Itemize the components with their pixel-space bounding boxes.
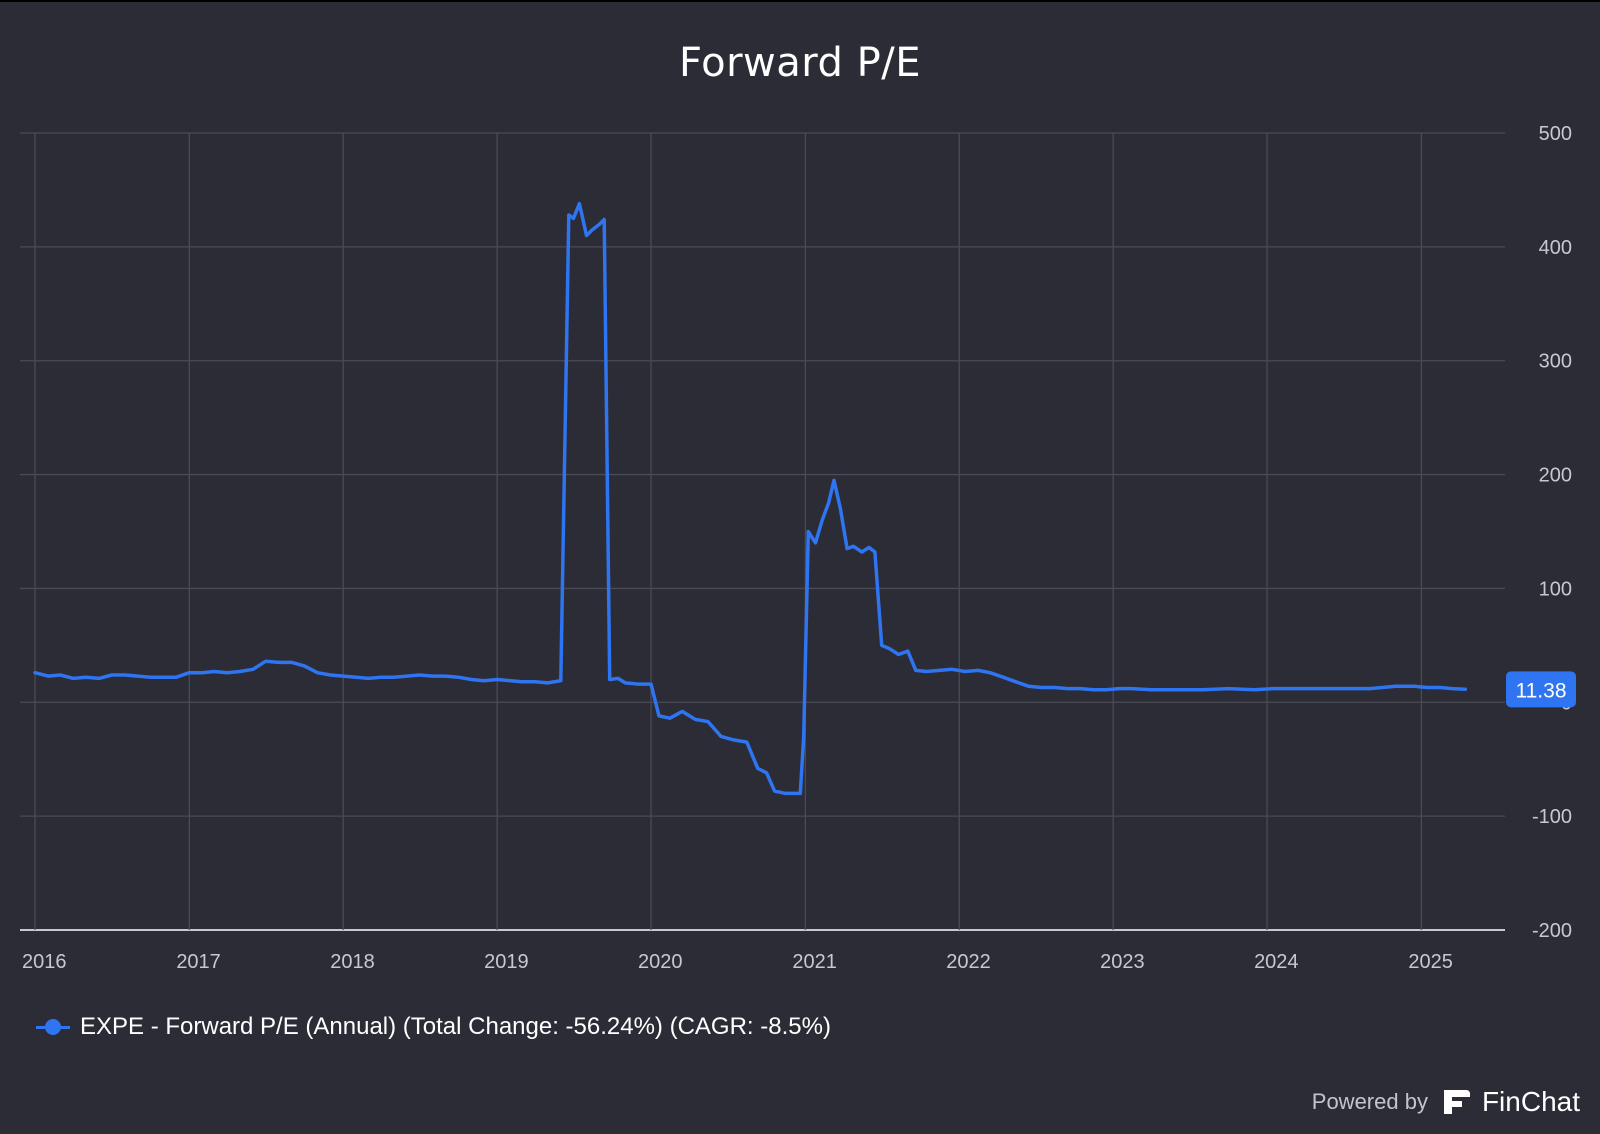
x-tick-label-8: 2024 [1254,951,1299,973]
chart-title: Forward P/E [679,40,921,86]
chart-plot: 2016 2017 2018 2019 2020 2021 2022 2023 2024 2025… [20,123,1576,973]
powered-by-badge[interactable]: Powered by FinChat [1312,1082,1580,1122]
x-axis-ticks: 2016 2017 2018 2019 2020 2021 2022 2023 2024 2025 [22,951,1453,973]
last-value-label-layer: 11.38 [1506,671,1576,708]
top-border [0,0,1600,2]
finchat-logo-icon [1443,1090,1470,1114]
brand-name: FinChat [1481,1086,1580,1117]
x-tick-label-7: 2023 [1100,951,1145,973]
series-layer [33,201,1468,796]
y-tick-label-1: 400 [1539,237,1572,259]
y-tick-label-2: 300 [1539,351,1572,373]
legend-marker-icon [36,1015,70,1039]
legend-label: EXPE - Forward P/E (Annual) (Total Chang… [80,1013,831,1040]
powered-by-label: Powered by [1311,1089,1428,1114]
y-tick-label-4: 100 [1539,578,1572,600]
x-tick-label-2: 2018 [330,951,375,973]
y-tick-label-6: -100 [1532,806,1572,828]
x-tick-label-5: 2021 [792,951,837,973]
y-tick-label-3: 200 [1539,465,1572,487]
y-tick-label-7: -200 [1532,920,1572,942]
last-value-label: 11.38 [1516,679,1567,702]
x-tick-label-4: 2020 [638,951,683,973]
x-tick-label-1: 2017 [176,951,221,973]
x-tick-label-3: 2019 [484,951,529,973]
legend[interactable]: EXPE - Forward P/E (Annual) (Total Chang… [36,1010,831,1044]
x-tick-label-6: 2022 [946,951,991,973]
x-tick-label-9: 2025 [1408,951,1453,973]
last-value-badge [1506,671,1576,708]
y-tick-label-0: 500 [1539,123,1572,145]
y-axis-ticks: 5004003002001000-100-200 [1532,123,1572,942]
series-line-0 [33,201,1468,796]
grid-lines [20,132,1505,931]
x-tick-label-0: 2016 [22,951,67,973]
